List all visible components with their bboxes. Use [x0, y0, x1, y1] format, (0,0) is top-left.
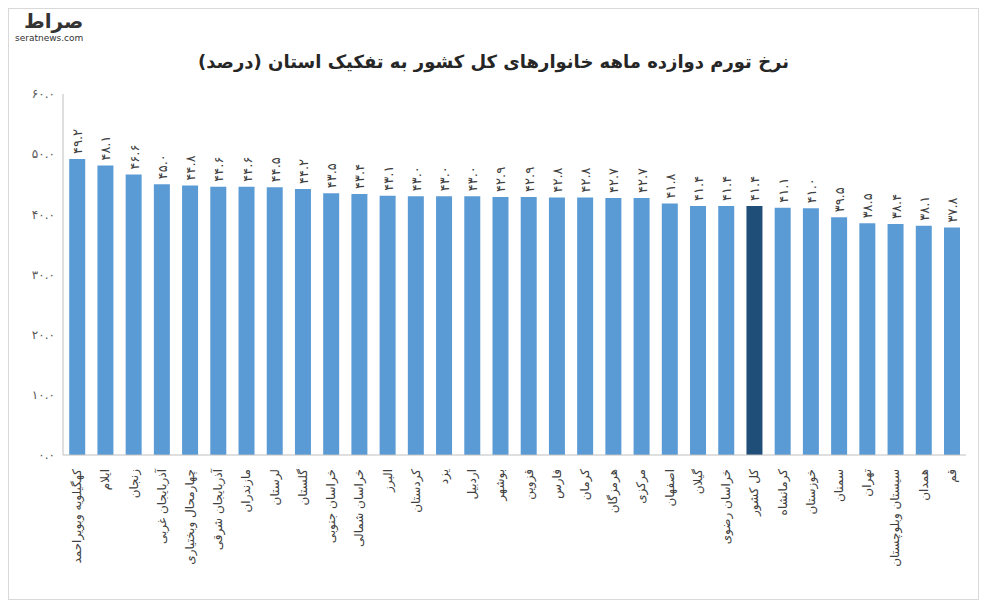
svg-text:تهران: تهران: [860, 469, 875, 497]
svg-text:خراسان شمالی: خراسان شمالی: [352, 469, 367, 547]
svg-text:۶۰.۰: ۶۰.۰: [32, 87, 55, 101]
svg-text:۱۰.۰: ۱۰.۰: [32, 388, 55, 402]
svg-text:سمنان: سمنان: [832, 469, 846, 502]
svg-text:همدان: همدان: [917, 469, 931, 501]
svg-text:۴۴.۸: ۴۴.۸: [183, 155, 198, 180]
svg-text:گلستان: گلستان: [296, 469, 310, 506]
svg-text:۴۲.۹: ۴۲.۹: [493, 167, 508, 192]
svg-text:کرمان: کرمان: [578, 469, 593, 501]
svg-text:هرمزگان: هرمزگان: [606, 469, 621, 513]
svg-text:خراسان رضوی: خراسان رضوی: [719, 469, 734, 544]
svg-text:۲۰.۰: ۲۰.۰: [32, 328, 55, 342]
svg-text:۴۴.۶: ۴۴.۶: [211, 157, 226, 182]
html-text:صراط: صراط: [23, 9, 84, 33]
svg-text:۴۱.۴: ۴۱.۴: [691, 176, 706, 201]
svg-text:۴۳.۵: ۴۳.۵: [324, 163, 339, 188]
svg-text:۴۳.۰: ۴۳.۰: [437, 166, 452, 191]
svg-text:۴۱.۰: ۴۱.۰: [804, 178, 819, 203]
svg-text:۴۰.۰: ۴۰.۰: [32, 208, 55, 222]
svg-text:۴۱.۱: ۴۱.۱: [776, 178, 791, 203]
svg-text:۴۲.۸: ۴۲.۸: [578, 167, 593, 192]
svg-text:خراسان جنوبی: خراسان جنوبی: [324, 469, 339, 543]
html-text:نرخ تورم دوازده ماهه خانوارهای: نرخ تورم دوازده ماهه خانوارهای کل کشور ب…: [197, 51, 790, 72]
svg-text:۴۱.۸: ۴۱.۸: [663, 173, 678, 198]
svg-text:کردستان: کردستان: [409, 469, 424, 513]
svg-text:۴۳.۰: ۴۳.۰: [465, 166, 480, 191]
svg-text:قم: قم: [945, 469, 959, 483]
svg-text:خوزستان: خوزستان: [804, 469, 819, 515]
svg-text:البرز: البرز: [381, 469, 396, 493]
svg-text:سیستان وبلوچستان: سیستان وبلوچستان: [888, 469, 903, 567]
svg-text:مازندران: مازندران: [239, 469, 254, 512]
svg-text:مرکزی: مرکزی: [634, 469, 649, 504]
svg-text:۴۴.۵: ۴۴.۵: [268, 157, 283, 182]
svg-text:۳۷.۸: ۳۷.۸: [945, 197, 960, 222]
svg-text:۴۳.۴: ۴۳.۴: [352, 164, 367, 189]
svg-text:۴۴.۲: ۴۴.۲: [296, 159, 311, 184]
svg-text:۳۸.۱: ۳۸.۱: [917, 196, 932, 221]
svg-text:۴۳.۱: ۴۳.۱: [381, 166, 396, 191]
svg-text:۴۶.۶: ۴۶.۶: [127, 145, 142, 170]
svg-text:کهگیلویه وبویراحمد: کهگیلویه وبویراحمد: [70, 469, 85, 564]
svg-text:کرمانشاه: کرمانشاه: [776, 469, 791, 516]
svg-text:اصفهان: اصفهان: [663, 469, 677, 507]
svg-text:۴۴.۶: ۴۴.۶: [240, 157, 255, 182]
svg-text:۴۹.۲: ۴۹.۲: [70, 129, 85, 154]
svg-text:۴۸.۱: ۴۸.۱: [98, 136, 113, 161]
svg-text:قزوین: قزوین: [522, 469, 537, 500]
svg-text:یزد: یزد: [437, 469, 452, 484]
svg-text:۰.۰: ۰.۰: [38, 448, 55, 462]
html-text:seratnews.com: seratnews.com: [15, 33, 84, 43]
svg-text:۴۲.۹: ۴۲.۹: [522, 167, 537, 192]
svg-text:چهارمحال وبختیاری: چهارمحال وبختیاری: [183, 469, 198, 565]
svg-text:۴۳.۰: ۴۳.۰: [409, 166, 424, 191]
svg-text:زنجان: زنجان: [127, 469, 142, 499]
svg-text:۳۰.۰: ۳۰.۰: [32, 268, 55, 282]
svg-text:۴۲.۷: ۴۲.۷: [606, 168, 621, 193]
svg-text:گیلان: گیلان: [691, 469, 705, 495]
svg-text:۳۸.۴: ۳۸.۴: [889, 194, 904, 219]
svg-text:بوشهر: بوشهر: [493, 469, 508, 502]
svg-text:۳۹.۵: ۳۹.۵: [832, 187, 847, 212]
svg-text:لرستان: لرستان: [268, 469, 283, 505]
svg-text:۴۵.۰: ۴۵.۰: [155, 154, 170, 179]
svg-text:۳۸.۵: ۳۸.۵: [860, 193, 875, 218]
svg-text:اردبیل: اردبیل: [465, 469, 480, 500]
svg-text:۴۱.۴: ۴۱.۴: [719, 176, 734, 201]
svg-text:۵۰.۰: ۵۰.۰: [32, 147, 55, 161]
svg-text:۴۲.۸: ۴۲.۸: [550, 167, 565, 192]
svg-text:کل کشور: کل کشور: [747, 469, 762, 517]
svg-text:۴۱.۴: ۴۱.۴: [747, 176, 762, 201]
svg-text:فارس: فارس: [550, 469, 565, 499]
svg-text:ایلام: ایلام: [98, 469, 112, 490]
svg-text:۴۲.۷: ۴۲.۷: [635, 168, 650, 193]
svg-text:آذربایجان غربی: آذربایجان غربی: [154, 468, 170, 544]
svg-text:آذربایجان شرقی: آذربایجان شرقی: [210, 468, 226, 550]
